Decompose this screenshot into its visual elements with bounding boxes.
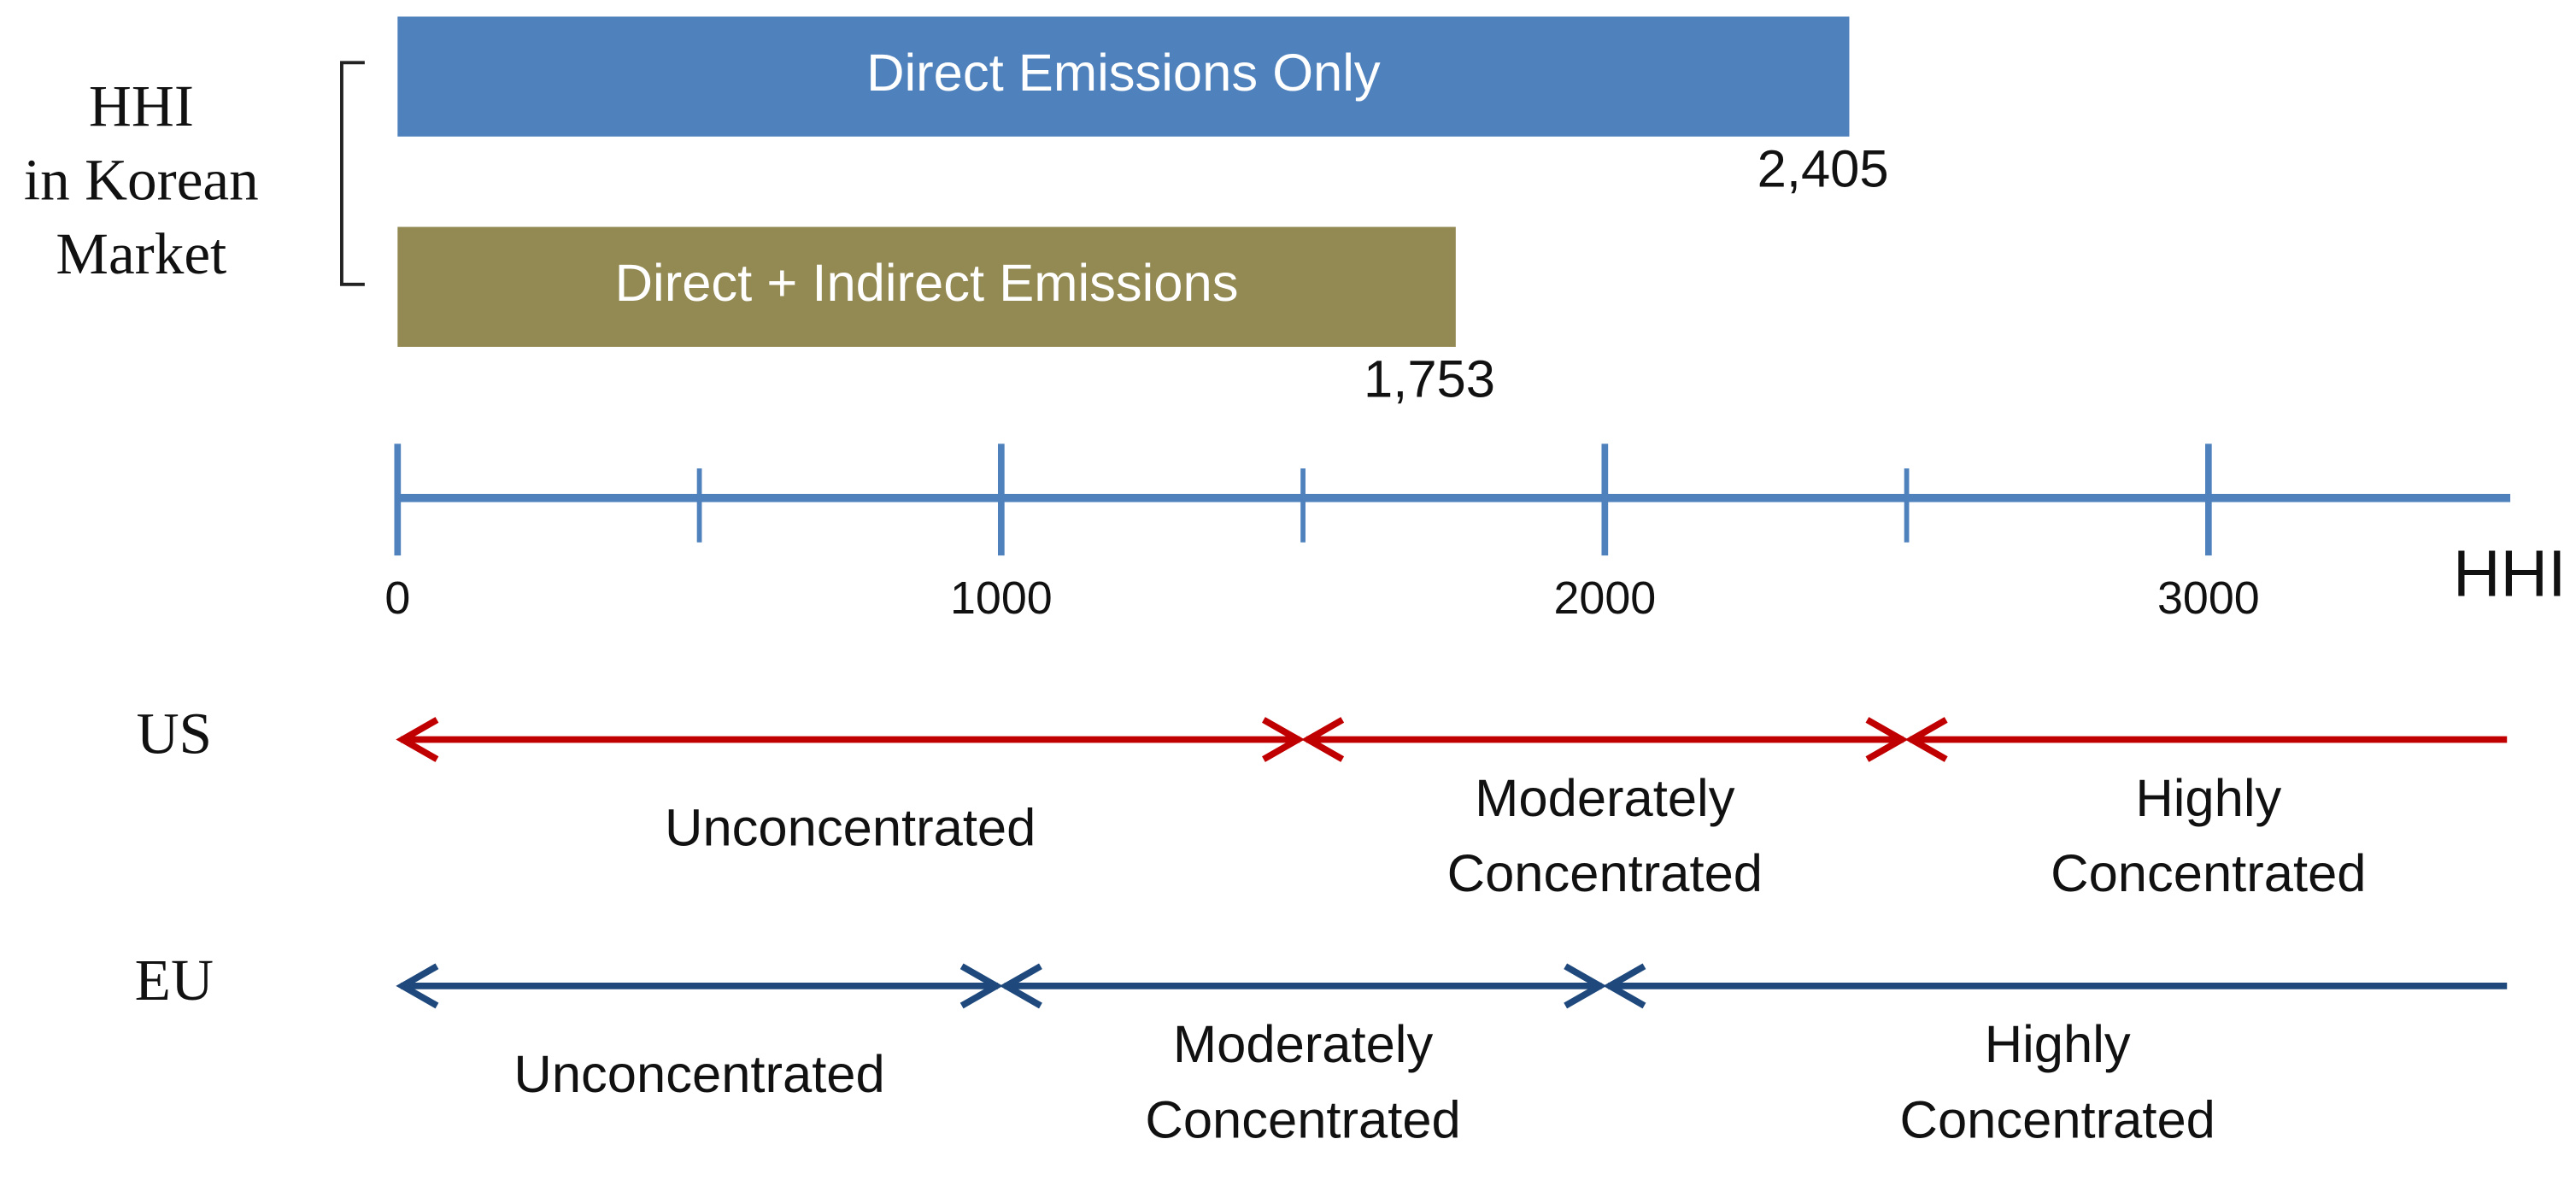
x-axis-label: HHI <box>2453 537 2566 610</box>
group-label: HHI <box>89 73 194 138</box>
range-label: Highly <box>2135 769 2281 828</box>
range-label: Highly <box>1985 1015 2131 1074</box>
range-label: Moderately <box>1173 1015 1434 1074</box>
bar-label: Direct Emissions Only <box>866 44 1381 103</box>
x-tick-label: 1000 <box>950 572 1053 624</box>
range-label: Moderately <box>1475 769 1735 828</box>
group-label: Market <box>56 220 226 286</box>
bar <box>397 226 1456 347</box>
arrowhead <box>1603 963 1646 1009</box>
range-label: Concentrated <box>2051 844 2366 903</box>
range-label: Unconcentrated <box>665 798 1036 857</box>
range-label: Concentrated <box>1145 1091 1460 1150</box>
x-tick-label: 0 <box>384 572 410 624</box>
band-name: US <box>137 700 212 766</box>
arrowhead <box>396 963 439 1009</box>
arrowhead <box>1904 717 1948 762</box>
group-label: in Korean <box>24 146 259 212</box>
bar <box>397 16 1850 137</box>
arrowhead <box>1262 717 1306 762</box>
value-label: 1,753 <box>1364 349 1495 408</box>
x-tick-label: 3000 <box>2157 572 2260 624</box>
arrowhead <box>1564 963 1607 1009</box>
arrowhead <box>1301 717 1345 762</box>
range-label: Unconcentrated <box>513 1045 884 1104</box>
bar-label: Direct + Indirect Emissions <box>615 254 1239 313</box>
band-name: EU <box>135 947 214 1013</box>
arrowhead <box>999 963 1042 1009</box>
arrowhead <box>959 963 1003 1009</box>
x-tick-label: 2000 <box>1553 572 1656 624</box>
range-label: Concentrated <box>1900 1091 2215 1150</box>
value-label: 2,405 <box>1757 139 1889 198</box>
arrowhead <box>396 717 439 762</box>
range-label: Concentrated <box>1447 844 1763 903</box>
group-bracket <box>340 61 365 286</box>
arrowhead <box>1865 717 1909 762</box>
